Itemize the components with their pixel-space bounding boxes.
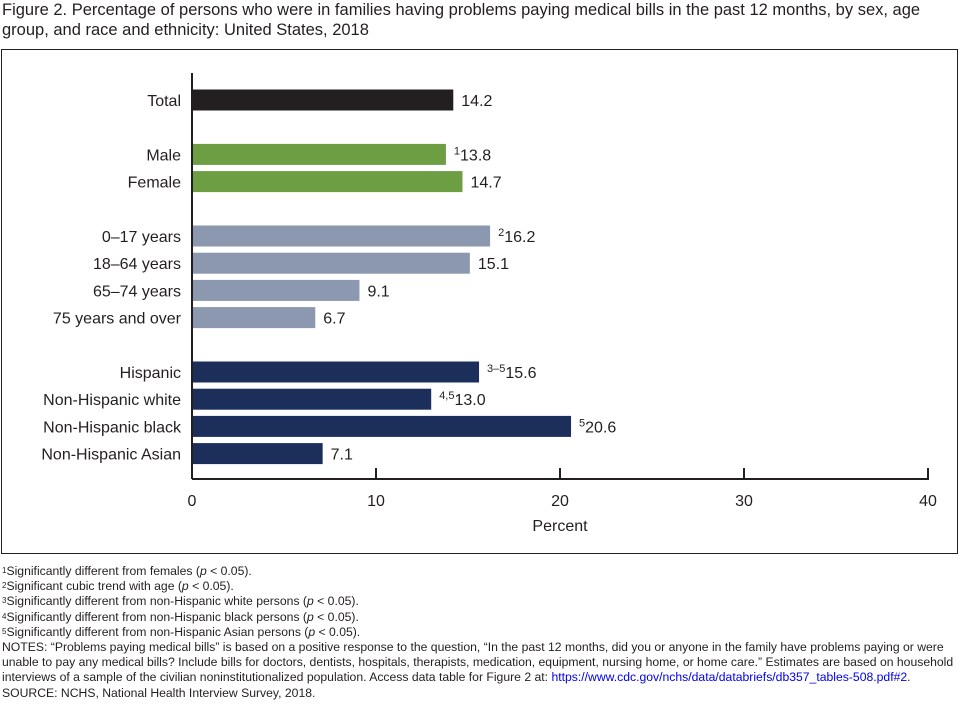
value: 20.6 — [585, 419, 616, 436]
category-label: Female — [128, 175, 181, 192]
figure-title: Figure 2. Percentage of persons who were… — [2, 1, 921, 39]
bar — [192, 361, 480, 383]
bar — [192, 307, 316, 329]
x-tick-label: 40 — [919, 493, 937, 510]
footnote: 1Significantly different from females (p… — [2, 564, 252, 578]
bar — [192, 415, 572, 437]
value-label: 113.8 — [454, 145, 491, 164]
footnote: 5Significantly different from non-Hispan… — [2, 624, 361, 639]
category-label: 18–64 years — [93, 256, 181, 273]
value-label: 15.1 — [478, 256, 509, 273]
bar — [192, 388, 432, 410]
data-table-link[interactable]: https://www.cdc.gov/nchs/data/databriefs… — [551, 670, 908, 685]
footnote-mark: 5 — [579, 417, 585, 429]
footnote: 3Significantly different from non-Hispan… — [2, 594, 359, 609]
chart-frame — [1, 49, 958, 554]
value: 13.0 — [454, 392, 485, 409]
category-label: Non-Hispanic black — [43, 419, 182, 436]
value-label: 3–515.6 — [487, 363, 537, 382]
bar — [192, 89, 454, 111]
category-label: 75 years and over — [53, 311, 182, 328]
notes-link-end: . — [907, 670, 911, 685]
footnote-mark: 3 — [2, 596, 7, 606]
value-label: 14.2 — [461, 93, 492, 110]
footnote-mark: 4 — [2, 611, 7, 621]
value-label: 7.1 — [331, 447, 353, 464]
x-tick-label: 0 — [188, 493, 197, 510]
notes-body: NOTES: “Problems paying medical bills” i… — [2, 640, 954, 685]
bar — [192, 252, 470, 274]
footnote-mark: 5 — [2, 626, 7, 636]
value-label: 216.2 — [498, 227, 535, 246]
x-tick-label: 20 — [551, 493, 569, 510]
notes-text: NOTES: “Problems paying medical bills” i… — [2, 640, 958, 686]
x-tick-label: 10 — [367, 493, 385, 510]
source-text: SOURCE: NCHS, National Health Interview … — [2, 685, 316, 700]
category-label: Non-Hispanic white — [43, 392, 181, 409]
footnote: 4Significantly different from non-Hispan… — [2, 609, 359, 624]
value-label: 4,513.0 — [439, 390, 486, 409]
category-label: Total — [147, 93, 181, 110]
category-label: 0–17 years — [102, 229, 181, 246]
bar — [192, 171, 463, 193]
category-label: Hispanic — [120, 365, 181, 382]
category-label: 65–74 years — [93, 283, 181, 300]
x-tick-label: 30 — [735, 493, 753, 510]
bar — [192, 443, 323, 465]
category-label: Male — [146, 147, 181, 164]
category-label: Non-Hispanic Asian — [41, 447, 181, 464]
value-label: 520.6 — [579, 417, 616, 436]
footnote-mark: 4,5 — [439, 390, 454, 402]
value-label: 14.7 — [470, 175, 501, 192]
value-label: 6.7 — [323, 311, 345, 328]
bar — [192, 279, 360, 301]
x-axis-title: Percent — [532, 518, 588, 535]
footnote-mark: 1 — [454, 145, 460, 157]
notes-section: 1Significantly different from females (p… — [2, 564, 958, 701]
value: 15.6 — [505, 365, 536, 382]
footnotes: 1Significantly different from females (p… — [2, 564, 958, 640]
bar — [192, 225, 491, 247]
footnote-mark: 1 — [2, 566, 7, 575]
footnote: 2Significant cubic trend with age (p < 0… — [2, 579, 234, 594]
bar — [192, 143, 446, 165]
footnote-mark: 2 — [2, 581, 7, 591]
value: 13.8 — [460, 147, 491, 164]
footnote-mark: 3–5 — [487, 363, 505, 375]
footnote-mark: 2 — [498, 227, 504, 239]
value: 16.2 — [504, 229, 535, 246]
value-label: 9.1 — [367, 283, 389, 300]
